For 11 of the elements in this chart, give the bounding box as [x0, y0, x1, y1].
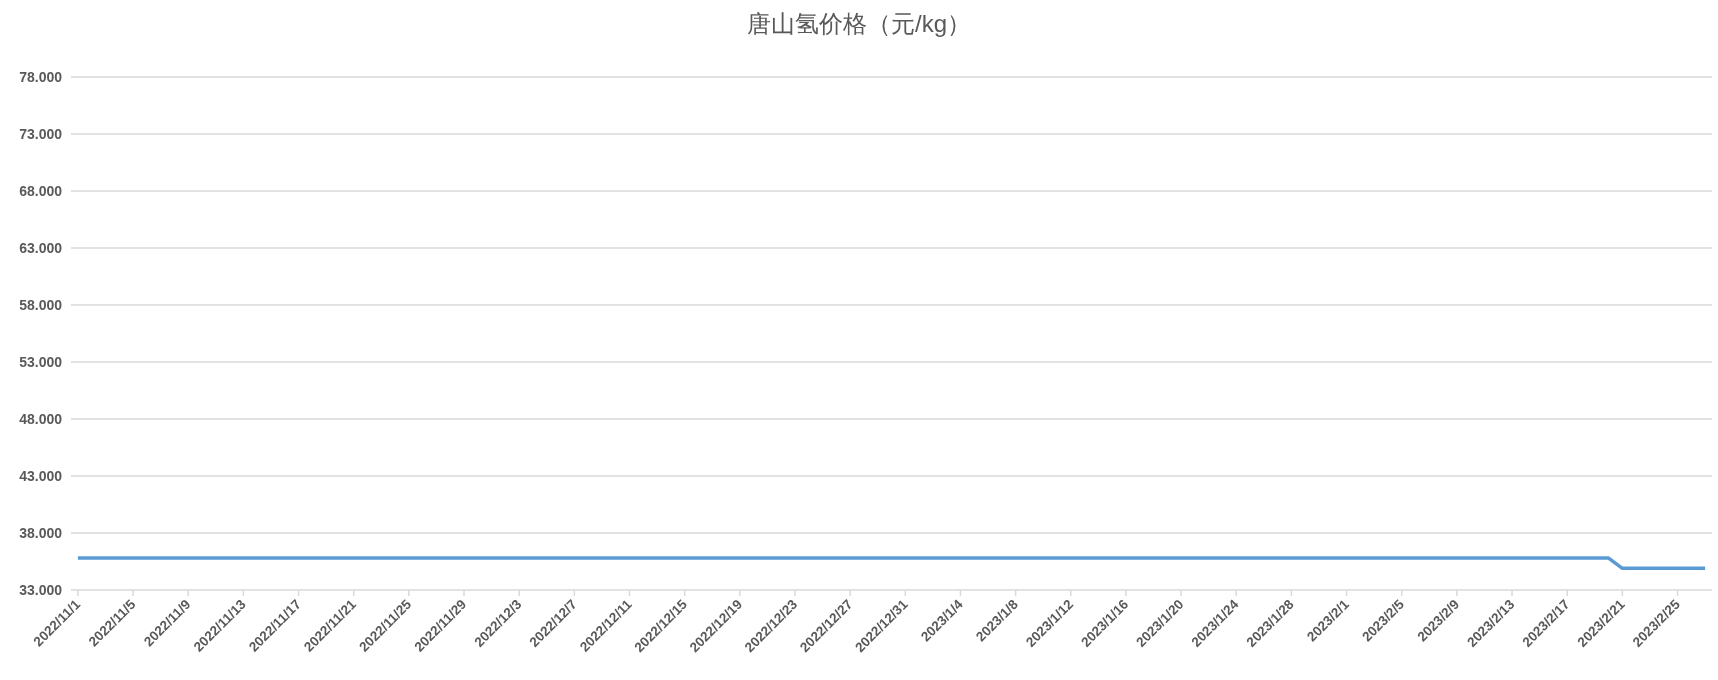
chart-title: 唐山氢价格（元/kg） [746, 10, 972, 37]
y-tick-label: 63.000 [19, 240, 63, 256]
y-tick-label: 78.000 [19, 69, 63, 85]
y-tick-label: 43.000 [19, 468, 63, 484]
y-tick-label: 68.000 [19, 183, 63, 199]
y-tick-label: 48.000 [19, 411, 63, 427]
y-tick-label: 33.000 [19, 582, 63, 598]
y-tick-label: 73.000 [19, 126, 63, 142]
y-tick-label: 38.000 [19, 525, 63, 541]
y-tick-label: 58.000 [19, 297, 63, 313]
y-tick-label: 53.000 [19, 354, 63, 370]
